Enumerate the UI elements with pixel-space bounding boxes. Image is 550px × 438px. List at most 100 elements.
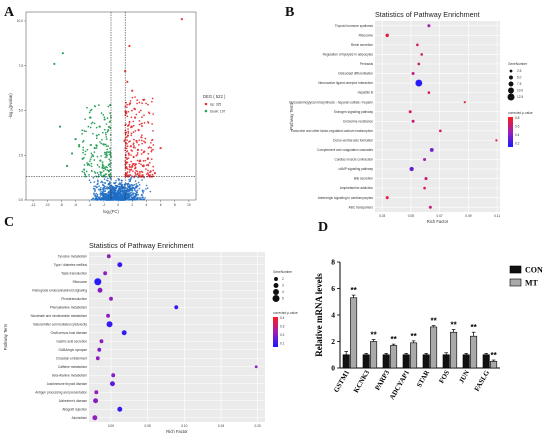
enrichment-dot bbox=[439, 129, 442, 133]
nonsig-point bbox=[131, 189, 134, 191]
up-point bbox=[140, 122, 143, 125]
con-bar bbox=[382, 354, 390, 369]
nonsig-point bbox=[133, 197, 136, 200]
nonsig-point bbox=[118, 179, 120, 182]
pathway-label: Natural killer cell mediated cytotoxicit… bbox=[33, 322, 87, 326]
up-point bbox=[152, 113, 155, 115]
nonsig-point bbox=[139, 198, 141, 201]
nonsig-point bbox=[111, 189, 114, 191]
up-point bbox=[130, 132, 133, 135]
up-point bbox=[127, 132, 130, 134]
nonsig-point bbox=[112, 193, 115, 196]
nonsig-point bbox=[121, 196, 123, 199]
nonsig-point bbox=[95, 192, 98, 195]
down-point bbox=[94, 105, 97, 108]
down-point bbox=[109, 120, 112, 123]
nonsig-point bbox=[138, 187, 141, 190]
up-point bbox=[129, 166, 131, 169]
size-legend-dot bbox=[509, 75, 513, 80]
up-point bbox=[129, 174, 132, 176]
nonsig-point bbox=[104, 181, 106, 184]
nonsig-point bbox=[93, 181, 96, 183]
pathway-label: Nicotinate and nicotinamide metabolism bbox=[31, 314, 88, 318]
down-point bbox=[89, 126, 92, 129]
down-point bbox=[106, 130, 109, 133]
y-tick-label: 7.5 bbox=[19, 64, 24, 68]
down-point bbox=[95, 147, 98, 149]
up-point bbox=[124, 69, 127, 73]
pathway-label: Graft-versus-host disease bbox=[51, 331, 88, 335]
enrichment-dot bbox=[111, 373, 116, 378]
up-point bbox=[134, 96, 136, 98]
down-point bbox=[106, 151, 108, 153]
up-point bbox=[126, 136, 128, 138]
down-point bbox=[98, 104, 100, 106]
nonsig-point bbox=[119, 188, 121, 191]
enrichment-dot bbox=[109, 296, 113, 301]
up-point bbox=[135, 139, 138, 143]
down-point bbox=[105, 123, 108, 125]
down-point bbox=[65, 164, 69, 168]
size-legend-dot bbox=[508, 81, 514, 87]
up-point bbox=[147, 174, 150, 177]
x-tick-label: -8 bbox=[60, 203, 63, 207]
up-point bbox=[129, 102, 132, 105]
down-point bbox=[106, 148, 109, 151]
up-point bbox=[140, 139, 143, 142]
nonsig-point bbox=[100, 197, 103, 199]
category-label: JUN bbox=[457, 369, 471, 385]
up-point bbox=[127, 128, 129, 130]
nonsig-point bbox=[116, 197, 119, 200]
size-legend-dot bbox=[273, 289, 279, 295]
mt-bar bbox=[490, 361, 498, 369]
panel-label-c: C bbox=[4, 215, 14, 230]
x-axis-title: Rich Factor bbox=[427, 219, 449, 224]
color-legend-bar bbox=[273, 317, 278, 347]
nonsig-point bbox=[134, 199, 136, 201]
nonsig-point bbox=[126, 187, 128, 190]
down-point bbox=[99, 171, 101, 173]
down-point bbox=[81, 129, 84, 132]
enrichment-dot bbox=[117, 262, 123, 268]
up-point bbox=[127, 157, 130, 160]
pathway-label: Alzheimer's disease bbox=[59, 399, 87, 403]
up-point bbox=[180, 18, 183, 21]
up-point bbox=[134, 163, 137, 166]
up-point bbox=[136, 152, 139, 154]
up-point bbox=[127, 110, 130, 113]
mt-bar bbox=[390, 345, 398, 369]
down-point bbox=[84, 118, 86, 121]
nonsig-point bbox=[126, 185, 129, 187]
significance-marker: ** bbox=[450, 321, 457, 330]
nonsig-point bbox=[132, 196, 135, 199]
con-bar bbox=[402, 354, 410, 369]
up-point bbox=[136, 102, 138, 105]
up-point bbox=[151, 123, 153, 125]
down-point bbox=[107, 170, 110, 173]
size-legend-label: 5.0 bbox=[517, 76, 522, 80]
x-tick-label: 6 bbox=[160, 203, 162, 207]
up-point bbox=[140, 153, 143, 155]
up-point bbox=[124, 105, 127, 108]
down-point bbox=[105, 156, 108, 158]
down-point bbox=[109, 169, 111, 171]
up-point bbox=[126, 80, 129, 83]
x-tick-label: 0.03 bbox=[379, 214, 385, 218]
down-point bbox=[90, 108, 93, 111]
nonsig-point bbox=[108, 183, 111, 185]
up-point bbox=[130, 125, 133, 128]
pathway-label: Ribosome bbox=[359, 33, 374, 37]
up-point bbox=[132, 155, 135, 159]
up-point bbox=[159, 146, 162, 150]
down-point bbox=[105, 133, 107, 136]
down-point bbox=[105, 154, 108, 157]
up-point bbox=[140, 163, 142, 166]
up-point bbox=[129, 169, 132, 171]
significance-marker: ** bbox=[350, 286, 357, 295]
category-label: PARP3 bbox=[373, 369, 391, 392]
nonsig-point bbox=[93, 192, 95, 195]
down-point bbox=[61, 52, 64, 55]
nonsig-point bbox=[130, 185, 132, 187]
nonsig-point bbox=[137, 181, 140, 184]
enrichment-dot bbox=[429, 147, 434, 152]
